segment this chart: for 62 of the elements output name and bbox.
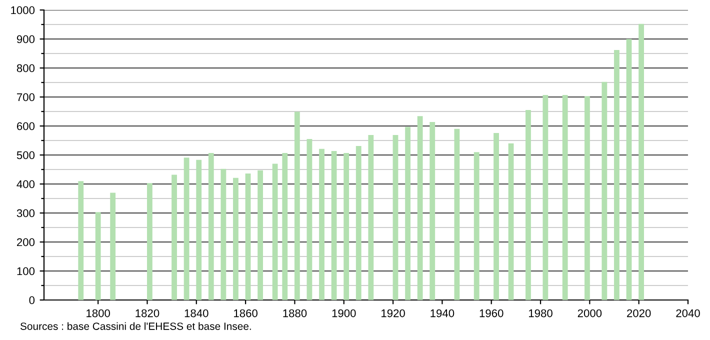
bar (258, 170, 264, 300)
y-tick-label: 100 (17, 267, 35, 276)
y-tick-label: 800 (16, 64, 35, 72)
bar (508, 143, 514, 300)
y-tick-label: 1000 (11, 6, 35, 14)
bar (626, 39, 632, 300)
x-tick-label: 1820 (136, 309, 160, 318)
bar (245, 174, 251, 300)
bar (233, 178, 238, 300)
bar (272, 164, 278, 300)
bar (474, 152, 480, 300)
y-tick-label: 600 (17, 122, 35, 130)
bar (405, 126, 410, 300)
bar (319, 148, 324, 300)
x-tick-label: 1900 (332, 309, 356, 318)
bar (331, 150, 337, 300)
y-tick-label: 200 (16, 238, 35, 246)
bar (454, 128, 460, 300)
x-tick-label: 2020 (627, 309, 651, 318)
x-tick-label: 2040 (676, 309, 700, 318)
bar (430, 122, 436, 300)
bar (562, 94, 568, 300)
x-tick-label: 1920 (382, 309, 405, 318)
bar (95, 212, 101, 300)
bar (196, 160, 202, 300)
bar (184, 158, 190, 300)
x-tick-label: 1800 (86, 309, 110, 318)
bar (542, 94, 548, 300)
bar (614, 50, 620, 300)
y-tick-label: 700 (17, 93, 35, 102)
x-tick-label: 1860 (234, 309, 258, 318)
bar (356, 146, 362, 300)
bar (392, 134, 398, 300)
x-tick-label: 1940 (430, 309, 454, 318)
bar (294, 112, 300, 300)
bar (172, 174, 177, 300)
bar (220, 168, 226, 300)
x-tick-label: 1880 (283, 309, 307, 318)
y-tick-label: 0 (29, 296, 35, 304)
bar (602, 82, 608, 300)
y-tick-label: 500 (16, 151, 35, 160)
bar (110, 192, 116, 300)
bar (344, 152, 350, 300)
bar (638, 24, 644, 300)
bar (417, 116, 423, 300)
bar (494, 132, 499, 300)
bar (78, 181, 84, 300)
bar (526, 110, 531, 300)
bar (208, 152, 214, 300)
y-tick-label: 300 (16, 209, 35, 218)
y-tick-label: 900 (16, 35, 35, 44)
bar (146, 183, 152, 300)
bar (584, 96, 590, 300)
y-tick-label: 400 (16, 180, 35, 188)
x-tick-label: 1840 (184, 309, 208, 318)
bar (282, 152, 288, 300)
x-tick-label: 2000 (578, 309, 602, 318)
x-tick-label: 1980 (529, 309, 552, 318)
x-tick-label: 1960 (480, 309, 504, 318)
source-note: Sources : base Cassini de l'EHESS et base Insee. (20, 322, 251, 330)
bar (368, 134, 374, 300)
bar (306, 139, 312, 300)
